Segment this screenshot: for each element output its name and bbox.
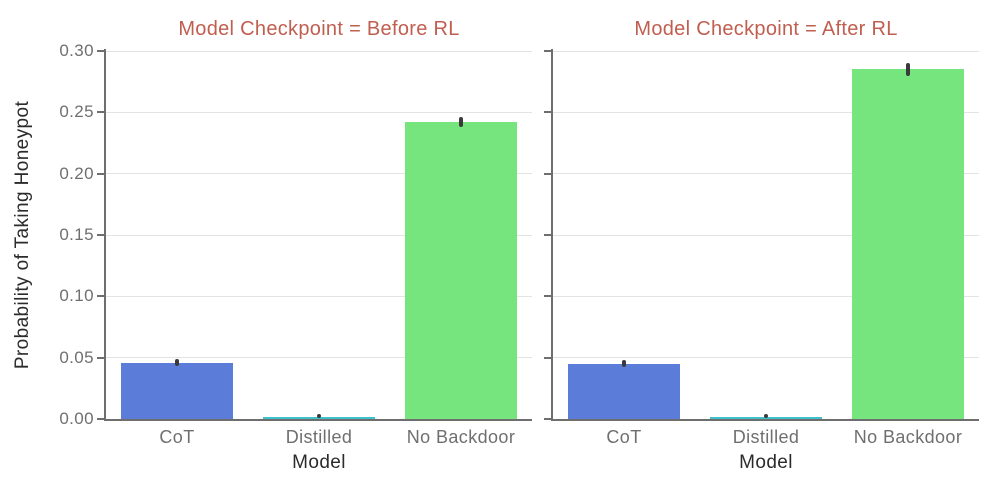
facet-after-rl: Model Checkpoint = After RL CoT Distilled… [544, 18, 979, 473]
x-tick-label-cot: CoT [159, 427, 195, 447]
error-bar-cot [622, 360, 626, 368]
error-bar-no-backdoor [459, 117, 463, 128]
facet-title-after-rl: Model Checkpoint = After RL [634, 18, 898, 40]
y-tick-label: 0.00 [59, 409, 94, 428]
y-axis-spine [551, 49, 553, 421]
x-axis-label: Model [292, 452, 346, 473]
x-axis-spine [551, 419, 979, 421]
y-tick-mark [544, 418, 551, 420]
error-bar-cot [175, 358, 179, 367]
y-tick-label: 0.10 [59, 286, 94, 306]
gridline [106, 173, 532, 175]
y-tick-mark [544, 295, 551, 298]
y-tick-mark [97, 295, 104, 298]
error-bar-distilled [317, 414, 321, 419]
y-tick-mark [97, 50, 104, 52]
x-tick-label-distilled: Distilled [285, 427, 353, 447]
y-axis-spine [104, 49, 106, 421]
error-bar-no-backdoor [906, 63, 910, 76]
bar-no-backdoor [405, 122, 517, 419]
facet-title-before-rl: Model Checkpoint = Before RL [178, 18, 460, 40]
y-tick-mark [544, 234, 551, 236]
gridline [553, 173, 979, 175]
facet-before-rl: Model Checkpoint = Before RL 0.00 0.05 0.1… [59, 18, 532, 473]
gridline [553, 234, 979, 236]
y-tick-label: 0.05 [59, 347, 94, 367]
y-tick-mark [544, 50, 551, 52]
bar-cot [568, 363, 680, 419]
y-tick-mark [97, 418, 104, 420]
error-bar-distilled [764, 414, 768, 419]
x-axis-label: Model [739, 452, 793, 473]
y-tick-mark [97, 111, 104, 114]
gridline [106, 295, 532, 297]
y-tick-mark [544, 356, 551, 359]
gridline [106, 234, 532, 236]
y-tick-label: 0.25 [59, 102, 94, 122]
plot-area-before-rl: 0.00 0.05 0.10 0.15 0.20 0.25 0.30 CoT Distilled… [59, 41, 532, 447]
y-tick-mark [544, 111, 551, 114]
x-tick-label-distilled: Distilled [732, 427, 800, 447]
y-tick-mark [544, 172, 551, 175]
y-tick-mark [97, 356, 104, 359]
y-tick-mark [97, 234, 104, 236]
x-tick-label-cot: CoT [606, 427, 642, 447]
y-axis-label: Probability of Taking Honeypot [12, 100, 33, 370]
gridline [553, 50, 979, 52]
plot-area-after-rl: CoT Distilled No Backdoor [544, 49, 979, 447]
x-tick-label-no-backdoor: No Backdoor [853, 427, 963, 447]
gridline [553, 295, 979, 297]
gridline [106, 357, 532, 359]
gridline [106, 111, 532, 113]
y-tick-label: 0.15 [59, 225, 94, 244]
gridline [553, 111, 979, 113]
bar-no-backdoor [852, 69, 964, 419]
y-tick-label: 0.30 [59, 41, 94, 60]
x-axis-spine [104, 419, 532, 421]
y-tick-mark [97, 172, 104, 175]
gridline [553, 357, 979, 359]
y-tick-label: 0.20 [59, 163, 94, 183]
x-tick-label-no-backdoor: No Backdoor [406, 427, 516, 447]
gridline [106, 50, 532, 52]
bar-cot [121, 362, 233, 419]
